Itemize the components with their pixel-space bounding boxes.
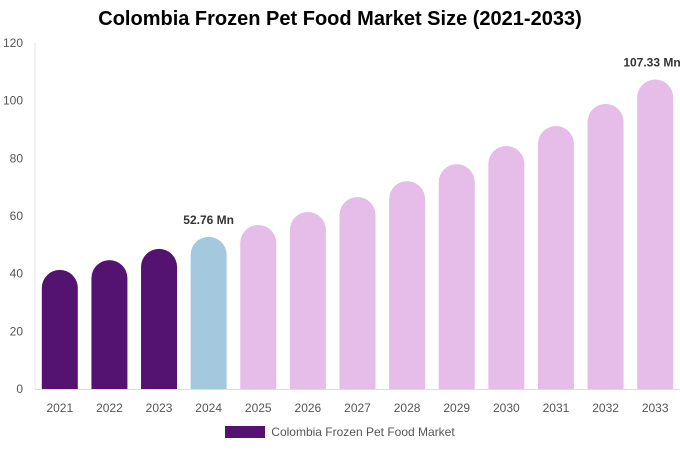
bar-2032 [587,103,624,390]
chart-title: Colombia Frozen Pet Food Market Size (20… [98,8,582,30]
bar-2031 [537,126,574,390]
y-tick-label: 80 [10,151,24,165]
bar-2028 [389,181,426,389]
y-tick-label: 0 [16,382,23,396]
bar-2024 [190,236,227,389]
legend-swatch [225,426,266,438]
y-tick-label: 60 [10,209,24,223]
x-tick-label: 2026 [295,401,322,415]
x-tick-label: 2023 [146,401,173,415]
x-tick-label: 2025 [245,401,272,415]
bar-2022 [91,260,128,389]
bar-2029 [438,164,475,389]
bar-2026 [289,211,326,389]
bar-2023 [141,248,178,389]
x-tick-label: 2030 [493,401,520,415]
y-tick-label: 100 [3,94,23,108]
bar-2025 [240,224,277,389]
y-tick-label: 120 [3,36,23,50]
legend: Colombia Frozen Pet Food Market [0,425,680,439]
y-tick-label: 40 [10,267,24,281]
x-tick-label: 2032 [592,401,619,415]
x-tick-label: 2022 [96,401,123,415]
bar-2030 [488,145,525,389]
data-label: 52.76 Mn [183,213,234,227]
x-tick-label: 2028 [394,401,421,415]
x-tick-label: 2027 [344,401,371,415]
x-tick-label: 2029 [443,401,470,415]
legend-label: Colombia Frozen Pet Food Market [271,425,455,439]
x-tick-label: 2031 [543,401,570,415]
bar-2033 [637,79,674,389]
y-tick-label: 20 [10,324,24,338]
bar-2021 [41,269,78,389]
x-tick-label: 2021 [46,401,73,415]
x-tick-label: 2033 [642,401,669,415]
data-label: 107.33 Mn [623,56,680,70]
bar-2027 [339,196,376,389]
x-tick-label: 2024 [195,401,222,415]
